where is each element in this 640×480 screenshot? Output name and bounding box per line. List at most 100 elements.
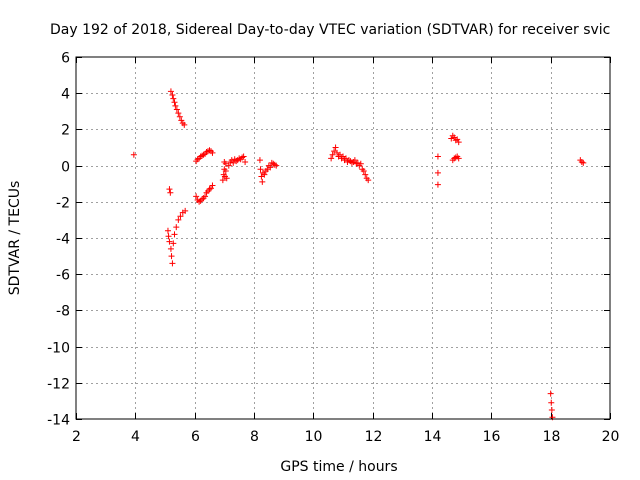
data-points: [130, 88, 587, 421]
data-point: [273, 162, 280, 169]
data-point: [209, 182, 216, 189]
data-point: [434, 181, 441, 188]
data-point: [175, 110, 182, 117]
data-point: [170, 240, 177, 247]
data-point: [175, 216, 182, 223]
data-point: [454, 136, 461, 143]
data-point: [173, 224, 180, 231]
y-tick-label: -4: [56, 232, 70, 248]
data-point: [580, 159, 587, 166]
data-point: [578, 158, 585, 165]
y-tick-label: 0: [61, 160, 70, 176]
data-point: [219, 177, 226, 184]
data-point: [261, 171, 268, 178]
data-point: [176, 113, 183, 120]
x-tick-label: 20: [602, 429, 620, 445]
data-point: [548, 406, 555, 413]
data-point: [455, 139, 462, 146]
chart-title: Day 192 of 2018, Sidereal Day-to-day VTE…: [50, 22, 610, 38]
data-point: [434, 169, 441, 176]
data-point: [171, 231, 178, 238]
data-point: [170, 95, 177, 102]
data-point: [199, 196, 206, 203]
y-tick-label: 6: [61, 51, 70, 67]
data-point: [228, 157, 235, 164]
data-point: [351, 157, 358, 164]
y-tick-label: 2: [61, 123, 70, 139]
data-point: [167, 189, 174, 196]
data-point: [167, 88, 174, 95]
x-axis-label: GPS time / hours: [280, 459, 397, 475]
x-tick-label: 12: [365, 429, 383, 445]
data-point: [200, 151, 207, 158]
data-point: [169, 260, 176, 267]
data-point: [455, 155, 462, 162]
data-point: [434, 153, 441, 160]
data-point: [267, 164, 274, 171]
data-point: [209, 149, 216, 156]
data-point: [223, 175, 230, 182]
data-point: [202, 193, 209, 200]
data-point: [168, 253, 175, 260]
data-point: [271, 161, 278, 168]
data-point: [332, 144, 339, 151]
x-tick-label: 10: [305, 429, 323, 445]
data-point: [329, 151, 336, 158]
plot-frame: [75, 56, 611, 420]
data-point: [448, 135, 455, 142]
data-point: [130, 151, 137, 158]
x-tick-label: 18: [543, 429, 561, 445]
data-point: [257, 166, 264, 173]
y-tick-label: -8: [56, 304, 70, 320]
x-tick-label: 8: [250, 429, 259, 445]
data-point: [225, 162, 232, 169]
data-point: [169, 92, 176, 99]
y-tick-label: -12: [47, 377, 70, 393]
data-point: [206, 147, 213, 154]
data-point: [365, 177, 372, 184]
y-axis-label: SDTVAR / TECUs: [7, 181, 23, 296]
data-point: [181, 121, 188, 128]
data-point: [178, 117, 185, 124]
data-point: [548, 399, 555, 406]
data-point: [222, 168, 229, 175]
data-point: [360, 168, 367, 175]
x-tick-label: 4: [131, 429, 140, 445]
data-point: [206, 186, 213, 193]
data-point: [165, 233, 172, 240]
x-tick-label: 16: [483, 429, 501, 445]
data-point: [173, 106, 180, 113]
data-point: [194, 156, 201, 163]
data-point: [239, 154, 246, 161]
data-point: [207, 185, 214, 192]
data-point: [256, 157, 263, 164]
y-tick-label: -10: [47, 341, 70, 357]
data-point: [236, 155, 243, 162]
data-point: [240, 153, 247, 160]
data-point: [345, 157, 352, 164]
data-point: [182, 207, 189, 214]
y-tick-label: -2: [56, 196, 70, 212]
y-tick-label: -14: [47, 413, 70, 429]
grid: [76, 57, 610, 419]
data-point: [166, 238, 173, 245]
data-point: [193, 193, 200, 200]
data-point: [328, 155, 335, 162]
data-point: [171, 99, 178, 106]
data-point: [357, 160, 364, 167]
data-point: [259, 178, 266, 185]
data-point: [354, 159, 361, 166]
data-point: [196, 198, 203, 205]
data-point: [166, 186, 173, 193]
data-point: [177, 213, 184, 220]
data-point: [164, 227, 171, 234]
data-point: [233, 158, 240, 165]
data-point: [172, 102, 179, 109]
data-point: [452, 154, 459, 161]
axis-ticks: 2 4 6 8 10 12 14 16 18 20 -14 -12 -10 -8 -6 -4 -2 0 2 4 6: [47, 51, 619, 446]
x-tick-label: 6: [191, 429, 200, 445]
data-point: [362, 171, 369, 178]
x-tick-label: 2: [72, 429, 81, 445]
